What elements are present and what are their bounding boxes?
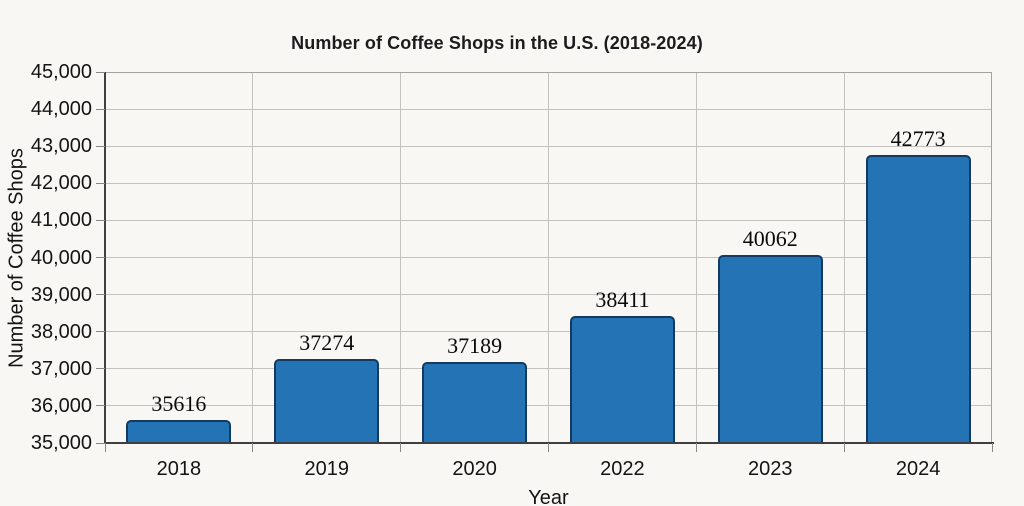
bar-2023 xyxy=(717,255,823,443)
bar-value-label-2022: 38411 xyxy=(595,287,650,313)
bar-value-label-2019: 37274 xyxy=(299,329,355,355)
y-axis-tick xyxy=(96,108,105,110)
y-tick-label-35000: 35,000 xyxy=(30,432,92,454)
x-axis-label: Year xyxy=(528,487,569,506)
bar-2020 xyxy=(422,361,528,443)
x-tick-label-2020: 2020 xyxy=(452,458,497,480)
bar-value-label-2018: 35616 xyxy=(151,391,207,417)
bar-value-label-2024: 42773 xyxy=(890,125,946,151)
gridline-v xyxy=(695,72,697,443)
plot-border-top xyxy=(105,72,992,73)
bar-2018 xyxy=(126,420,232,443)
x-tick-label-2022: 2022 xyxy=(600,458,645,480)
bar-value-label-2023: 40062 xyxy=(742,226,798,252)
y-tick-label-41000: 41,000 xyxy=(30,209,92,232)
x-axis-tick xyxy=(548,443,549,452)
y-axis-tick xyxy=(96,257,105,258)
x-axis-tick xyxy=(843,443,845,452)
x-axis-tick xyxy=(695,443,697,452)
gridline-v xyxy=(843,72,845,443)
bar-2019 xyxy=(274,358,380,443)
y-axis-tick xyxy=(96,368,105,370)
y-axis-tick xyxy=(96,182,105,184)
y-tick-label-38000: 38,000 xyxy=(30,320,92,343)
y-tick-label-42000: 42,000 xyxy=(30,172,92,195)
x-tick-label-2024: 2024 xyxy=(895,458,941,480)
x-tick-label-2023: 2023 xyxy=(748,458,793,480)
y-axis-tick xyxy=(96,405,105,407)
x-tick-label-2019: 2019 xyxy=(304,458,350,480)
y-axis-tick xyxy=(96,219,105,221)
x-axis-tick xyxy=(400,443,402,452)
y-axis-tick xyxy=(96,145,105,147)
gridline-v xyxy=(548,72,549,443)
y-tick-label-43000: 43,000 xyxy=(30,135,92,158)
y-tick-label-37000: 37,000 xyxy=(30,357,92,380)
y-tick-label-44000: 44,000 xyxy=(30,98,92,121)
y-tick-label-45000: 45,000 xyxy=(30,61,92,83)
x-axis-tick xyxy=(252,443,254,452)
bar-2024 xyxy=(865,154,971,443)
gridline-v xyxy=(252,72,254,443)
y-tick-label-36000: 36,000 xyxy=(30,394,92,417)
x-tick-label-2018: 2018 xyxy=(156,458,202,480)
plot-border-right xyxy=(991,72,992,443)
bar-2022 xyxy=(569,316,675,443)
x-axis-line xyxy=(104,442,994,444)
gridline-v xyxy=(400,72,402,443)
y-tick-label-39000: 39,000 xyxy=(30,283,92,306)
y-axis-line xyxy=(104,72,106,444)
y-axis-tick xyxy=(96,294,105,296)
plot-area: 35616 37274 37189 38411 40062 42773 xyxy=(104,72,994,444)
y-axis-tick xyxy=(96,331,105,333)
bar-value-label-2020: 37189 xyxy=(447,332,503,358)
y-tick-label-40000: 40,000 xyxy=(30,246,92,269)
x-axis-tick xyxy=(104,443,106,452)
x-axis-tick xyxy=(991,443,993,452)
y-axis-tick xyxy=(96,442,105,444)
y-axis-tick xyxy=(96,71,105,73)
chart-title: Number of Coffee Shops in the U.S. (2018… xyxy=(291,33,703,53)
